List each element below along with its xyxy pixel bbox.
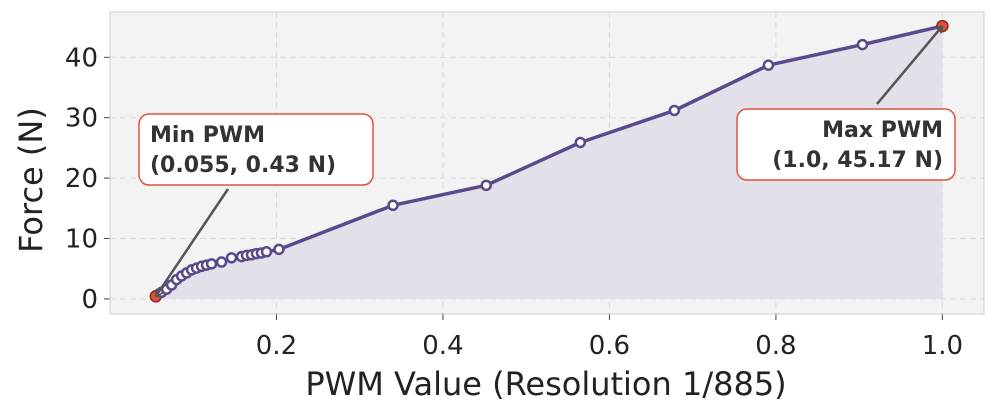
data-point bbox=[762, 59, 775, 71]
axis-ticks: 0.2 0.4 0.6 0.8 1.0 0 10 20 30 40 bbox=[65, 43, 963, 361]
y-axis-label: Force (N) bbox=[12, 107, 50, 253]
y-tick-label: 0 bbox=[81, 285, 98, 315]
area-under-curve bbox=[155, 26, 943, 299]
y-tick-label: 30 bbox=[65, 104, 98, 134]
x-tick-label: 1.0 bbox=[922, 331, 963, 361]
annotation-coordinates: (0.055, 0.43 N) bbox=[150, 153, 336, 178]
data-markers bbox=[149, 19, 949, 303]
x-tick-label: 0.2 bbox=[256, 331, 297, 361]
data-point bbox=[574, 136, 587, 149]
y-tick-label: 40 bbox=[65, 43, 98, 73]
annotation-box bbox=[736, 108, 956, 181]
data-point bbox=[205, 258, 218, 270]
x-tick-label: 0.4 bbox=[422, 331, 463, 361]
annotation-arrow bbox=[156, 188, 230, 296]
y-tick-label: 20 bbox=[65, 164, 98, 194]
data-point bbox=[387, 199, 399, 212]
x-tick-label: 0.8 bbox=[755, 331, 796, 361]
annotation-coordinates: (1.0, 45.17 N) bbox=[772, 148, 943, 173]
data-point bbox=[215, 256, 228, 268]
x-axis-label: PWM Value (Resolution 1/885) bbox=[305, 365, 786, 403]
plot-frame bbox=[109, 11, 985, 315]
data-point bbox=[480, 179, 492, 192]
x-tick-label: 0.6 bbox=[589, 331, 630, 361]
annotation-title: Min PWM bbox=[150, 123, 265, 148]
data-point bbox=[668, 104, 681, 117]
annotation-title: Max PWM bbox=[822, 118, 943, 143]
data-point bbox=[856, 38, 869, 51]
data-point bbox=[260, 246, 273, 258]
annotation-arrow bbox=[876, 26, 942, 105]
data-point bbox=[225, 252, 238, 264]
annotation-box bbox=[138, 113, 374, 186]
y-tick-label: 10 bbox=[65, 225, 98, 255]
annotations: Min PWM (0.055, 0.43 N) Max PWM (1.0, 45.17… bbox=[138, 26, 956, 296]
data-point bbox=[273, 243, 285, 256]
